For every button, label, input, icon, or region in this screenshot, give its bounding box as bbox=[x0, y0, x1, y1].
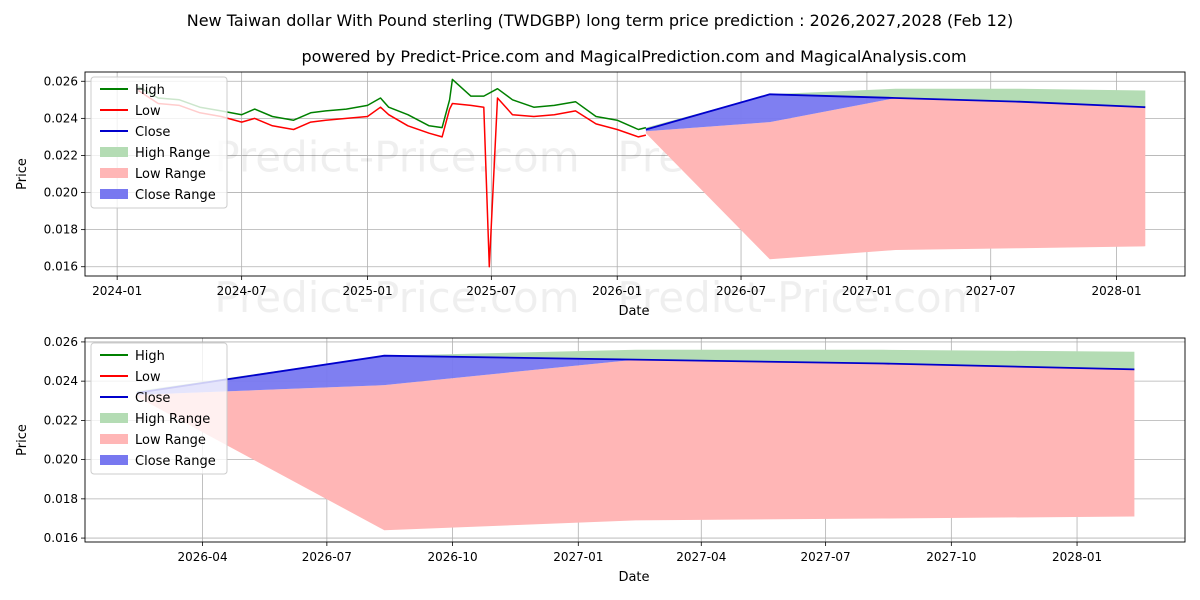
x-tick-label: 2027-01 bbox=[842, 284, 892, 298]
x-tick-label: 2026-07 bbox=[716, 284, 766, 298]
legend-label-high: High bbox=[135, 83, 165, 98]
watermark-text: Predict-Price.com bbox=[214, 133, 579, 182]
legend-label-low: Low bbox=[135, 370, 161, 385]
legend-label-close-range: Close Range bbox=[135, 188, 216, 203]
legend-swatch-close-range bbox=[100, 455, 128, 465]
plot-frame bbox=[84, 337, 1186, 543]
y-axis-label: Price bbox=[15, 424, 30, 456]
x-tick-label: 2026-04 bbox=[177, 550, 227, 564]
high-range-area bbox=[645, 88, 1146, 130]
legend-swatch-high-range bbox=[100, 147, 128, 157]
high-range-area bbox=[136, 349, 1135, 393]
watermark-text: Predict-Price.com bbox=[617, 273, 982, 322]
y-tick-label: 0.022 bbox=[44, 148, 78, 162]
y-tick-label: 0.026 bbox=[44, 74, 78, 88]
legend-label-low-range: Low Range bbox=[135, 433, 206, 448]
legend-label-low: Low bbox=[135, 104, 161, 119]
x-tick-label: 2024-07 bbox=[217, 284, 267, 298]
legend-label-high: High bbox=[135, 349, 165, 364]
low-range-area bbox=[136, 359, 1135, 531]
y-tick-label: 0.020 bbox=[44, 186, 78, 200]
y-tick-label: 0.022 bbox=[44, 413, 78, 427]
x-tick-label: 2025-07 bbox=[466, 284, 516, 298]
low-series-line bbox=[137, 89, 647, 268]
legend-swatch-high-range bbox=[100, 413, 128, 423]
y-tick-label: 0.026 bbox=[44, 335, 78, 349]
watermark-text: Predict-Price.com bbox=[214, 273, 579, 322]
legend-label-high-range: High Range bbox=[135, 146, 210, 161]
x-tick-label: 2026-01 bbox=[592, 284, 642, 298]
x-axis-label: Date bbox=[618, 570, 649, 585]
close-range-area bbox=[645, 94, 1146, 132]
y-tick-label: 0.020 bbox=[44, 453, 78, 467]
x-tick-label: 2026-10 bbox=[428, 550, 478, 564]
chart-title: New Taiwan dollar With Pound sterling (T… bbox=[187, 11, 1014, 30]
x-tick-label: 2027-07 bbox=[966, 284, 1016, 298]
x-tick-label: 2024-01 bbox=[92, 284, 142, 298]
close-series-line bbox=[645, 93, 1146, 131]
low-range-area bbox=[645, 98, 1146, 260]
y-tick-label: 0.016 bbox=[44, 531, 78, 545]
legend-label-close: Close bbox=[135, 125, 170, 140]
x-tick-label: 2027-04 bbox=[676, 550, 726, 564]
x-tick-label: 2027-01 bbox=[553, 550, 603, 564]
close-range-area bbox=[136, 355, 1135, 395]
y-tick-label: 0.024 bbox=[44, 374, 78, 388]
y-tick-label: 0.016 bbox=[44, 260, 78, 274]
plot-frame bbox=[84, 71, 1186, 277]
x-axis-label: Date bbox=[618, 304, 649, 319]
legend-label-close-range: Close Range bbox=[135, 454, 216, 469]
x-tick-label: 2027-07 bbox=[801, 550, 851, 564]
chart-subtitle: powered by Predict-Price.com and Magical… bbox=[301, 47, 966, 66]
high-series-line bbox=[138, 78, 647, 131]
y-tick-label: 0.018 bbox=[44, 492, 78, 506]
lower-plot: Predict-Price.comPredict-Price.com2026-0… bbox=[15, 335, 1186, 585]
legend-swatch-close-range bbox=[100, 189, 128, 199]
legend-label-high-range: High Range bbox=[135, 412, 210, 427]
upper-plot: Predict-Price.com Predict-Price.com Predic… bbox=[15, 71, 1186, 322]
legend-swatch-low-range bbox=[100, 434, 128, 444]
x-tick-label: 2025-01 bbox=[342, 284, 392, 298]
x-tick-label: 2027-10 bbox=[926, 550, 976, 564]
legend-label-close: Close bbox=[135, 391, 170, 406]
y-tick-label: 0.018 bbox=[44, 223, 78, 237]
legend-swatch-low-range bbox=[100, 168, 128, 178]
x-tick-label: 2028-01 bbox=[1092, 284, 1142, 298]
y-tick-label: 0.024 bbox=[44, 111, 78, 125]
y-axis-label: Price bbox=[15, 158, 30, 190]
x-tick-label: 2028-01 bbox=[1052, 550, 1102, 564]
x-tick-label: 2026-07 bbox=[302, 550, 352, 564]
close-series-line bbox=[136, 354, 1135, 394]
legend-label-low-range: Low Range bbox=[135, 167, 206, 182]
